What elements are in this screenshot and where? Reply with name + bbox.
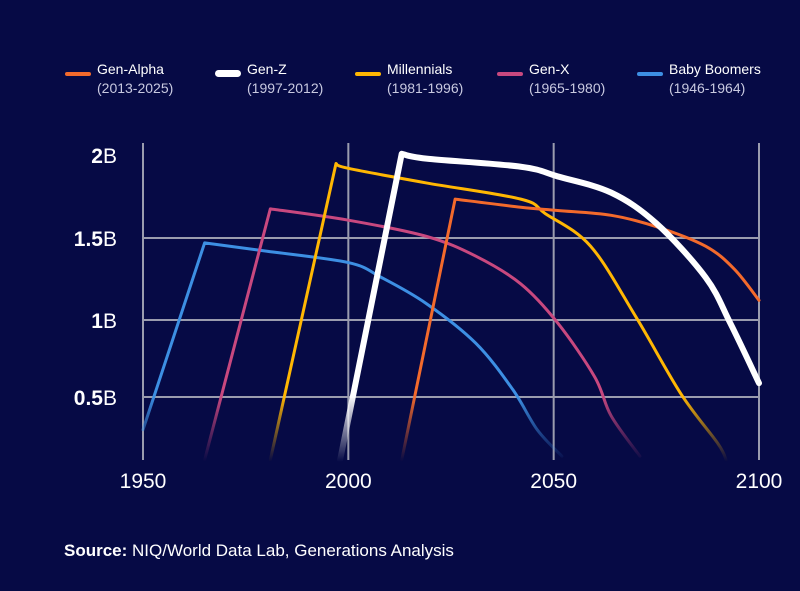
legend-text: Gen-X (1965-1980) — [529, 60, 605, 98]
legend-series-years: (1981-1996) — [387, 80, 464, 96]
legend-series-name: Gen-Alpha — [97, 61, 164, 77]
x-tick-label: 2100 — [736, 470, 783, 493]
legend-text: Millennials (1981-1996) — [387, 60, 463, 98]
y-tick-unit: B — [103, 145, 117, 168]
series-line-gen-x — [203, 207, 642, 462]
legend-swatch — [637, 72, 663, 76]
legend-swatch — [65, 72, 91, 76]
grid — [142, 143, 760, 460]
y-tick-unit: B — [103, 228, 117, 251]
legend-series-years: (1965-1980) — [529, 80, 606, 96]
y-tick-unit: B — [103, 310, 117, 333]
legend-series-years: (1997-2012) — [247, 80, 324, 96]
legend-series-name: Baby Boomers — [669, 61, 761, 77]
y-tick-unit: B — [103, 387, 117, 410]
y-tick-label: 1.5B — [74, 228, 117, 251]
legend-text: Gen-Alpha (2013-2025) — [97, 60, 173, 98]
y-tick-number: 1 — [91, 310, 103, 333]
y-tick-number: 0.5 — [74, 387, 104, 410]
y-tick-label: 2B — [91, 145, 117, 168]
source-note: Source: NIQ/World Data Lab, Generations … — [64, 541, 454, 561]
x-axis-ticks: 1950 2000 2050 2100 — [120, 470, 783, 493]
source-text: NIQ/World Data Lab, Generations Analysis — [127, 541, 454, 560]
legend-swatch — [215, 70, 241, 77]
series-line-millennials — [268, 161, 728, 462]
series-line-gen-z — [337, 150, 762, 463]
x-tick-label: 2050 — [530, 470, 577, 493]
legend-series-name: Millennials — [387, 61, 453, 77]
series-line-baby-boomers — [141, 241, 564, 458]
series-line-gen-alpha — [400, 197, 761, 462]
legend-series-name: Gen-X — [529, 61, 570, 77]
legend-swatch — [355, 72, 381, 76]
x-tick-label: 2000 — [325, 470, 372, 493]
y-tick-label: 1B — [91, 310, 117, 333]
legend-series-years: (1946-1964) — [669, 80, 746, 96]
legend-text: Gen-Z (1997-2012) — [247, 60, 323, 98]
source-label: Source: — [64, 541, 128, 560]
legend-text: Baby Boomers (1946-1964) — [669, 60, 761, 98]
series-lines — [141, 150, 762, 463]
legend-series-name: Gen-Z — [247, 61, 287, 77]
x-tick-label: 1950 — [120, 470, 167, 493]
y-tick-number: 2 — [91, 145, 103, 168]
legend-series-years: (2013-2025) — [97, 80, 174, 96]
legend-swatch — [497, 72, 523, 76]
y-tick-label: 0.5B — [74, 387, 117, 410]
y-tick-number: 1.5 — [74, 228, 104, 251]
